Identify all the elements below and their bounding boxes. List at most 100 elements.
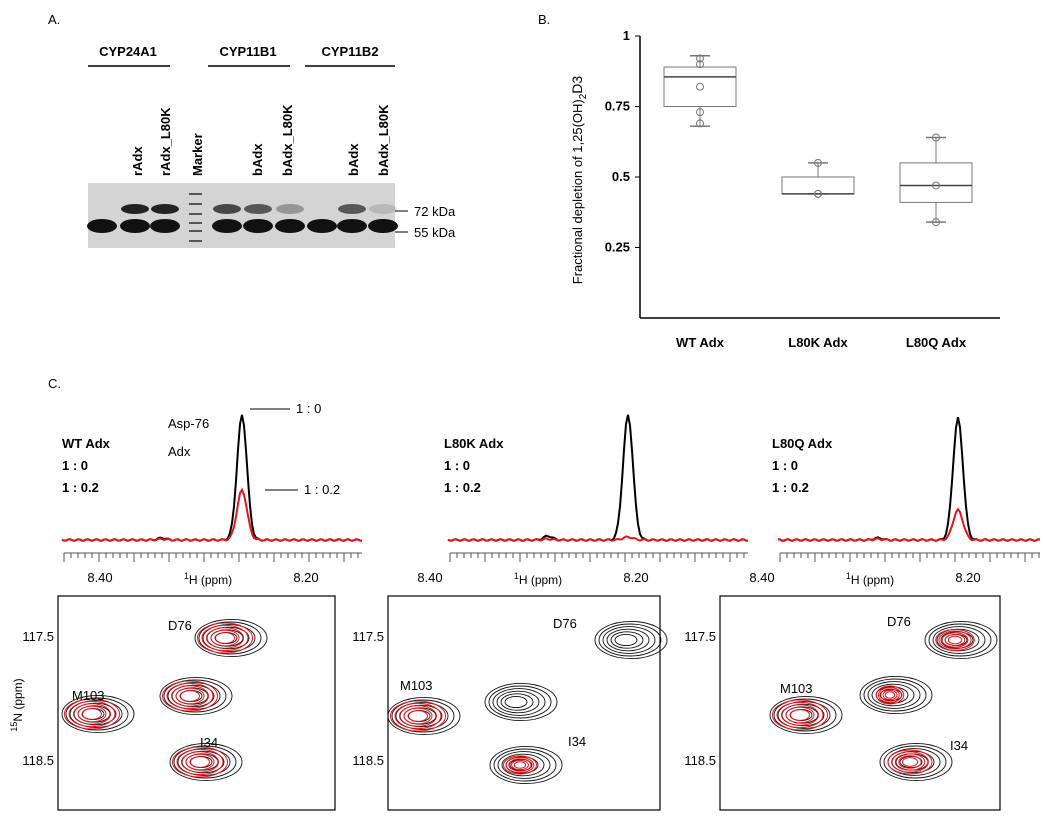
- contour-black: [202, 624, 256, 652]
- marker-band: [194, 230, 202, 232]
- panel-label: B.: [538, 12, 550, 27]
- contour-red: [190, 756, 210, 768]
- marker-band: [194, 193, 202, 195]
- panel-title: L80Q Adx: [772, 436, 833, 451]
- lane-label: rAdx: [130, 146, 145, 176]
- gel-band: [87, 219, 117, 233]
- spectrum-black: [447, 414, 749, 542]
- contour-red: [935, 629, 975, 651]
- contour-red: [77, 705, 107, 723]
- contour-red: [898, 755, 922, 769]
- contour-black: [899, 755, 923, 769]
- contour-red: [210, 629, 240, 647]
- y-tick-label: 118.5: [22, 753, 54, 768]
- y-axis-label-part: Fractional depletion of 1,25(OH): [570, 99, 585, 284]
- annotation: 1 : 0.2: [304, 482, 340, 497]
- y-axis-label: 15N (ppm): [9, 678, 25, 731]
- contour-black: [492, 688, 546, 716]
- contour-red: [887, 749, 933, 775]
- x-axis-label: 1H (ppm): [514, 571, 562, 587]
- contour-black: [391, 699, 455, 733]
- lane-label: bAdx: [250, 143, 265, 176]
- contour-red: [82, 708, 102, 720]
- contour-red: [215, 632, 235, 644]
- y-tick-label: 117.5: [22, 629, 54, 644]
- data-point: [696, 82, 704, 91]
- contour-black: [484, 682, 558, 722]
- contour-black: [488, 685, 552, 719]
- panel-title: L80K Adx: [444, 436, 504, 451]
- gel-band: [150, 219, 180, 233]
- y-axis-label-part: 2: [578, 93, 589, 99]
- data-point: [696, 54, 704, 63]
- contour-black: [928, 623, 992, 657]
- contour-black: [602, 626, 656, 654]
- x-tick-label: 8.20: [955, 570, 980, 585]
- contour-red: [68, 700, 116, 728]
- contour-black: [859, 675, 933, 715]
- contour-red: [408, 710, 428, 722]
- lane-label: rAdx_L80K: [158, 107, 173, 176]
- contour-black: [65, 697, 129, 731]
- peak-label: I34: [950, 738, 968, 753]
- contour-red: [175, 687, 205, 705]
- y-axis-label: Fractional depletion of 1,25(OH)2D3: [569, 76, 589, 285]
- gel-band: [276, 204, 304, 214]
- x-tick-label: L80Q Adx: [906, 335, 967, 350]
- peak-label: D76: [553, 616, 577, 631]
- gel-band: [121, 204, 149, 214]
- contour-black: [69, 700, 123, 728]
- peak-label: I34: [200, 735, 218, 750]
- ratio-label: 1 : 0.2: [444, 480, 481, 495]
- box: [781, 176, 855, 195]
- contour-red: [790, 709, 810, 721]
- contour-red: [880, 688, 900, 702]
- ratio-label: 1 : 0: [772, 458, 798, 473]
- x-axis-label-part: 1: [514, 571, 519, 581]
- gel-band: [212, 219, 242, 233]
- gel-band: [338, 204, 366, 214]
- contour-black: [501, 753, 545, 777]
- contour-red: [947, 635, 963, 645]
- group-label: CYP11B2: [321, 44, 378, 59]
- contour-red: [511, 759, 529, 771]
- marker-band: [189, 193, 197, 195]
- contour-black: [867, 681, 921, 709]
- x-axis-label-part: 1: [846, 571, 851, 581]
- y-axis-label-part: D3: [569, 76, 585, 94]
- peak-label: D76: [887, 614, 911, 629]
- contour-red: [201, 624, 249, 652]
- contour-black: [489, 745, 563, 785]
- data-point: [932, 181, 940, 190]
- box: [899, 162, 973, 203]
- contour-red: [166, 682, 214, 710]
- contour-black: [198, 621, 262, 655]
- peak-label: M103: [400, 678, 433, 693]
- y-axis-label-part: N (ppm): [11, 678, 25, 721]
- data-point: [932, 133, 940, 142]
- data-point: [696, 60, 704, 69]
- contour-red: [772, 699, 828, 731]
- x-axis-label-part: H (ppm): [189, 573, 232, 587]
- contour-red: [73, 703, 111, 725]
- marker-band: [194, 203, 202, 205]
- contour-red: [503, 755, 537, 775]
- contour-red: [64, 698, 120, 730]
- contour-black: [773, 698, 837, 732]
- ratio-label: 1 : 0.2: [62, 480, 99, 495]
- annotation: 1 : 0: [296, 401, 321, 416]
- x-axis-label-part: H (ppm): [519, 573, 562, 587]
- group-label: CYP11B1: [219, 44, 276, 59]
- marker-band: [194, 240, 202, 242]
- contour-red: [162, 680, 218, 712]
- ratio-label: 1 : 0: [62, 458, 88, 473]
- gel-band: [243, 219, 273, 233]
- lane-label: Marker: [190, 133, 205, 176]
- contour-black: [61, 694, 135, 734]
- contour-red: [197, 622, 253, 654]
- contour-red: [399, 705, 437, 727]
- contour-black: [395, 702, 449, 730]
- contour-black: [497, 751, 551, 779]
- marker-label: 72 kDa: [414, 204, 456, 219]
